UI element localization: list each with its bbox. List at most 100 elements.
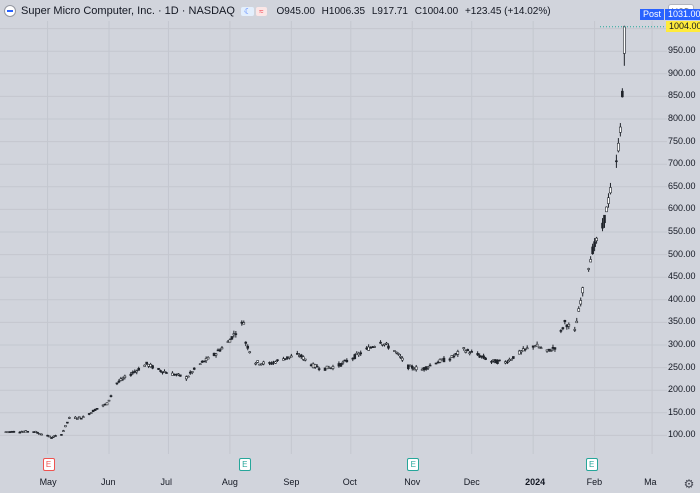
candle-body [498,359,501,362]
candle-body [331,366,335,369]
candle-body [129,373,133,376]
candle-body [563,319,567,323]
candle-body [105,402,109,406]
price-axis-label: 350.00 [668,316,696,327]
candle-body [74,416,77,419]
candle-body [577,308,581,312]
price-axis-label: 100.00 [668,429,696,440]
candle-body [595,237,598,242]
candle-body [385,342,388,345]
candle-body [262,361,265,365]
earnings-event-icon[interactable]: E [42,458,55,471]
candle-body [202,360,206,363]
chart-plot-area[interactable] [0,21,667,454]
open-value: 945.00 [284,5,315,17]
candle-body [523,348,527,351]
candle-body [456,351,460,355]
candle-body [525,347,529,350]
candle-body [387,345,390,349]
candle-body [123,375,127,378]
candle-body [151,365,154,369]
price-chart[interactable] [0,21,667,454]
candle-body [54,435,57,437]
candle-body [353,354,357,359]
candle-body [204,358,208,361]
candle-body [406,364,410,369]
candle-body [438,358,442,363]
candle-body [50,437,53,439]
candle-body [64,425,67,428]
candle-body [121,378,125,380]
earnings-event-icon[interactable]: E [585,458,598,471]
candle-body [621,90,624,98]
candle-body [26,431,30,433]
candle-body [510,359,513,361]
candle-body [248,351,252,354]
candle-body [40,433,43,436]
candle-body [60,434,63,436]
close-label: C [414,5,423,17]
open-label: O [276,5,285,17]
candle-body [549,350,553,352]
candle-body [206,356,210,360]
candle-body [288,356,291,359]
candle-body [66,421,69,424]
time-axis-label: May [39,477,57,487]
time-axis-label: 2024 [525,477,546,487]
candle-body [397,353,400,355]
low-label: L [371,5,378,17]
candle-body [220,347,224,350]
candle-body [410,366,414,369]
wave-indicator-icon[interactable]: ≈ [256,6,267,16]
candle-body [609,187,612,194]
candle-body [359,352,363,355]
candle-body [12,431,16,433]
candle-body [323,367,327,371]
last-price-tag: 1004.00 [666,20,700,32]
candle-body [367,346,370,351]
candle-body [619,126,622,133]
candle-body [581,287,585,294]
candle-body [81,416,85,418]
post-label: Post [640,8,665,20]
candle-body [476,353,479,356]
close-value: 1004.00 [422,5,459,17]
candle-body [107,399,111,402]
candle-body [490,361,493,363]
candle-body [567,323,571,327]
moon-indicator-icon[interactable]: ☾ [240,6,255,16]
candle-body [442,357,446,363]
candle-body [79,417,83,420]
candle-body [137,368,141,371]
candle-body [428,364,432,367]
candle-body [214,353,218,356]
price-axis-label: 250.00 [668,361,696,372]
price-axis-label: 950.00 [668,45,696,56]
candle-body [95,408,99,410]
settings-gear-icon[interactable]: ⚙ [683,477,695,491]
candle-body [393,350,396,352]
time-axis-label: Jun [101,477,116,487]
candle-body [448,358,452,361]
earnings-event-icon[interactable]: E [238,458,251,471]
candle-body [436,361,440,364]
symbol-legend[interactable]: Super Micro Computer, Inc. · 1D · NASDAQ… [4,2,555,20]
price-axis-label: 600.00 [668,203,696,214]
candle-body [284,358,287,360]
candle-body [593,241,596,247]
candle-body [484,357,487,360]
candle-body [77,416,81,419]
time-axis-label: Aug [221,477,238,487]
candle-body [109,395,113,397]
candle-body [605,206,608,213]
candle-body [115,382,119,385]
price-axis-label: 850.00 [668,90,696,101]
candle-body [426,366,430,369]
symbol-title[interactable]: Super Micro Computer, Inc. · 1D · NASDAQ [21,5,235,17]
earnings-event-icon[interactable]: E [407,458,420,471]
candle-body [177,373,180,376]
candle-body [295,353,299,355]
candle-body [587,268,590,270]
candle-body [101,404,105,407]
candle-body [276,359,279,362]
